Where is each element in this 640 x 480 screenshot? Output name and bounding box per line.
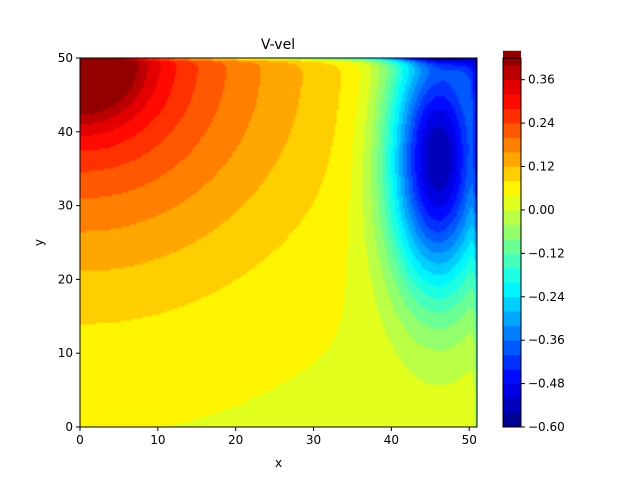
colorbar: −0.60 −0.48 −0.36 −0.24 −0.12 0.00 0.12 0.24 0.3… xyxy=(502,50,565,434)
x-tick-label: 10 xyxy=(150,433,165,447)
colorbar-tick-label: −0.12 xyxy=(528,246,565,260)
x-axis: 0 10 20 30 40 50 xyxy=(76,427,477,447)
colorbar-level xyxy=(503,296,521,312)
colorbar-tick-label: −0.60 xyxy=(528,420,565,434)
colorbar-tick-label: −0.24 xyxy=(528,290,565,304)
contour-field xyxy=(80,58,477,427)
colorbar-tick-label: 0.00 xyxy=(528,203,555,217)
colorbar-level xyxy=(503,253,521,269)
y-tick-label: 30 xyxy=(58,199,73,213)
colorbar-level xyxy=(503,65,521,81)
colorbar-level xyxy=(503,383,521,399)
colorbar-level xyxy=(503,282,521,298)
colorbar-level xyxy=(503,354,521,370)
x-tick-label: 20 xyxy=(228,433,243,447)
colorbar-level xyxy=(503,340,521,356)
colorbar-level xyxy=(503,79,521,95)
colorbar-tick-label: −0.36 xyxy=(528,333,565,347)
y-tick-label: 20 xyxy=(58,272,73,286)
y-tick-label: 40 xyxy=(58,125,73,139)
colorbar-level xyxy=(503,267,521,283)
x-axis-label: x xyxy=(275,456,282,470)
x-tick-label: 30 xyxy=(306,433,321,447)
colorbar-tick-label: 0.24 xyxy=(528,116,555,130)
colorbar-level xyxy=(503,195,521,211)
y-tick-label: 10 xyxy=(58,346,73,360)
contour-plot xyxy=(79,57,478,428)
colorbar-frame xyxy=(502,57,522,428)
colorbar-level xyxy=(503,181,521,196)
colorbar-level xyxy=(503,152,521,167)
colorbar-tick-label: 0.12 xyxy=(528,160,555,174)
colorbar-level xyxy=(503,94,521,110)
colorbar-level xyxy=(503,137,521,153)
colorbar-level xyxy=(503,238,521,254)
colorbar-level xyxy=(503,311,521,327)
y-axis-label: y xyxy=(32,239,46,246)
colorbar-level xyxy=(503,108,521,124)
colorbar-level xyxy=(503,369,521,384)
colorbar-level xyxy=(503,224,521,240)
colorbar-tick-label: −0.48 xyxy=(528,377,565,391)
chart-title: V-vel xyxy=(261,37,295,53)
x-tick-label: 50 xyxy=(462,433,477,447)
y-tick-label: 50 xyxy=(58,51,73,65)
colorbar-level xyxy=(503,123,521,138)
x-tick-label: 0 xyxy=(76,433,84,447)
y-tick-label: 0 xyxy=(65,420,73,434)
colorbar-level xyxy=(503,166,521,182)
plot-frame xyxy=(79,57,478,428)
colorbar-level xyxy=(503,209,521,225)
colorbar-level xyxy=(503,398,521,413)
y-axis: 0 10 20 30 40 50 xyxy=(58,51,80,434)
colorbar-level xyxy=(503,412,521,428)
colorbar-level xyxy=(503,325,521,341)
colorbar-tick-label: 0.36 xyxy=(528,73,555,87)
x-tick-label: 40 xyxy=(384,433,399,447)
